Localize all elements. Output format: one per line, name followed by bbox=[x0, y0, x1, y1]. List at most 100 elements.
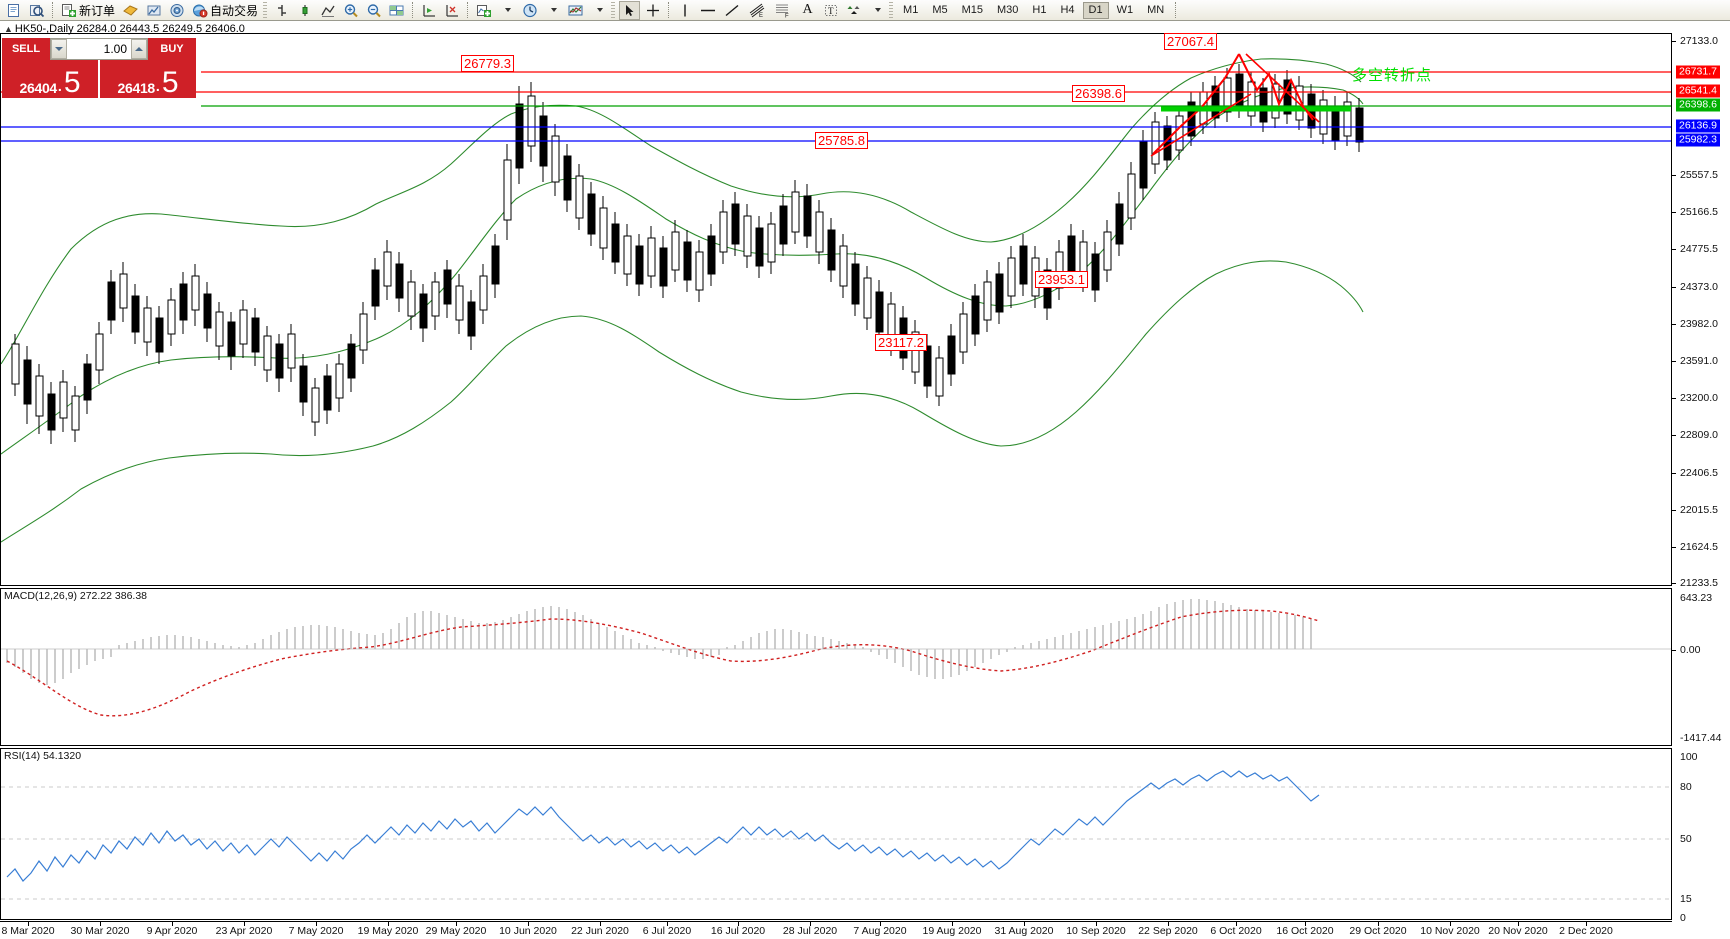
new-order-button[interactable]: 新订单 bbox=[58, 1, 118, 20]
rsi-axis-scale[interactable]: 100 80 50 15 0 bbox=[1672, 748, 1730, 924]
annotation-turning-point[interactable]: 多空转折点 bbox=[1352, 66, 1433, 84]
annotation-26398[interactable]: 26398.6 bbox=[1072, 85, 1125, 102]
macd-axis-scale[interactable]: 643.23 0.00 -1417.44 bbox=[1672, 588, 1730, 746]
toolbar-grip-3[interactable] bbox=[889, 1, 894, 19]
annotation-23117[interactable]: 23117.2 bbox=[875, 334, 928, 351]
price-label-25940[interactable]: 25940.5 bbox=[1676, 145, 1720, 159]
timeframe-h4[interactable]: H4 bbox=[1060, 4, 1075, 16]
templates-dropdown-arrow[interactable] bbox=[588, 1, 609, 20]
timeframe-m1[interactable]: M1 bbox=[903, 4, 919, 16]
data-window-icon[interactable] bbox=[143, 1, 164, 20]
date-tick-8: 22 Jun 2020 bbox=[571, 925, 629, 937]
sell-label[interactable]: SELL bbox=[2, 38, 50, 60]
sell-price-button[interactable]: 26404 . 5 bbox=[2, 60, 98, 98]
sell-price-decimal: 5 bbox=[63, 66, 81, 99]
macd-canvas bbox=[1, 599, 1671, 717]
market-watch-icon[interactable] bbox=[26, 1, 47, 20]
volume-increment-button[interactable] bbox=[131, 39, 147, 59]
buy-label[interactable]: BUY bbox=[148, 38, 196, 60]
shapes-icon[interactable] bbox=[843, 1, 864, 20]
text-label-icon[interactable]: T bbox=[820, 1, 841, 20]
indicators-icon[interactable] bbox=[473, 1, 494, 20]
horizontal-line-icon[interactable] bbox=[697, 1, 719, 20]
bar-chart-icon[interactable] bbox=[271, 1, 292, 20]
one-click-trading-panel[interactable]: SELL 1.00 BUY 26404 . 5 26418 . 5 bbox=[2, 38, 196, 98]
cursor-icon[interactable] bbox=[619, 0, 641, 20]
timeframe-m30[interactable]: M30 bbox=[997, 4, 1019, 16]
price-label-26541[interactable]: 26541.4 bbox=[1676, 84, 1720, 98]
rsi-pane[interactable]: RSI(14) 54.1320 bbox=[0, 748, 1672, 920]
buy-price-separator: . bbox=[155, 78, 160, 94]
price-label-26136[interactable]: 26136.9 bbox=[1676, 119, 1720, 133]
price-tick-23591: 23591.0 bbox=[1680, 355, 1718, 367]
date-tick-7: 10 Jun 2020 bbox=[499, 925, 557, 937]
fibonacci-retracement-icon[interactable]: F bbox=[771, 1, 795, 20]
line-chart-icon[interactable] bbox=[317, 1, 338, 20]
candlestick-chart-icon[interactable] bbox=[294, 1, 315, 20]
price-label-26731[interactable]: 26731.7 bbox=[1676, 65, 1720, 79]
annotation-23953[interactable]: 23953.1 bbox=[1035, 271, 1088, 288]
toolbar-separator-3 bbox=[467, 2, 469, 18]
price-axis-scale[interactable]: 27133.0 26731.7 26541.4 26398.6 26359.5 … bbox=[1672, 33, 1730, 589]
toolbar-grip-2[interactable] bbox=[611, 1, 616, 19]
date-tick-11: 28 Jul 2020 bbox=[782, 925, 838, 937]
timeframe-mn[interactable]: MN bbox=[1147, 4, 1165, 16]
new-chart-icon[interactable] bbox=[3, 1, 24, 20]
date-tick-14: 31 Aug 2020 bbox=[994, 925, 1054, 937]
date-tick-22: 2 Dec 2020 bbox=[1559, 925, 1613, 937]
timeframe-m5[interactable]: M5 bbox=[932, 4, 948, 16]
navigator-icon[interactable] bbox=[166, 1, 187, 20]
date-tick-0: 8 Mar 2020 bbox=[1, 925, 55, 937]
templates-icon[interactable] bbox=[565, 1, 586, 20]
timeframe-d1[interactable]: D1 bbox=[1082, 1, 1109, 19]
macd-pane[interactable]: MACD(12,26,9) 272.22 386.38 bbox=[0, 588, 1672, 746]
text-icon[interactable]: A bbox=[797, 1, 818, 20]
date-tick-6: 29 May 2020 bbox=[425, 925, 487, 937]
date-axis-scale[interactable]: 8 Mar 2020 30 Mar 2020 9 Apr 2020 23 Apr… bbox=[0, 921, 1672, 939]
date-tick-15: 10 Sep 2020 bbox=[1066, 925, 1126, 937]
buy-price-button[interactable]: 26418 . 5 bbox=[100, 60, 196, 98]
volume-stepper[interactable]: 1.00 bbox=[50, 38, 148, 60]
date-tick-18: 16 Oct 2020 bbox=[1276, 925, 1334, 937]
price-label-25982[interactable]: 25982.3 bbox=[1676, 133, 1720, 147]
toolbar-grip[interactable] bbox=[263, 1, 268, 19]
date-tick-13: 19 Aug 2020 bbox=[922, 925, 982, 937]
svg-text:F: F bbox=[785, 14, 789, 19]
vertical-line-icon[interactable] bbox=[674, 1, 695, 20]
toolbar-separator bbox=[52, 2, 53, 18]
toolbar-separator-2 bbox=[412, 2, 414, 18]
annotation-25785[interactable]: 25785.8 bbox=[815, 132, 868, 149]
price-chart-canvas bbox=[1, 53, 1671, 543]
volume-input[interactable]: 1.00 bbox=[67, 39, 131, 59]
chart-grid-icon[interactable] bbox=[386, 1, 407, 20]
chart-shift-icon[interactable] bbox=[418, 1, 439, 20]
text-icon-label: A bbox=[802, 2, 813, 17]
crosshair-icon[interactable] bbox=[642, 1, 663, 20]
indicators-dropdown-arrow[interactable] bbox=[496, 1, 517, 20]
auto-scroll-icon[interactable] bbox=[441, 1, 462, 20]
trendline-icon[interactable] bbox=[721, 1, 743, 20]
period-icon[interactable] bbox=[519, 1, 540, 20]
date-tick-1: 30 Mar 2020 bbox=[70, 925, 130, 937]
zoom-out-icon[interactable] bbox=[363, 1, 384, 20]
timeframe-w1[interactable]: W1 bbox=[1116, 4, 1134, 16]
price-label-26398[interactable]: 26398.6 bbox=[1676, 98, 1720, 112]
zoom-in-icon[interactable] bbox=[340, 1, 361, 20]
date-tick-5: 19 May 2020 bbox=[357, 925, 419, 937]
price-tick-22015: 22015.5 bbox=[1680, 504, 1718, 516]
auto-trading-button[interactable]: 自动交易 bbox=[189, 1, 261, 20]
timeframe-h1[interactable]: H1 bbox=[1032, 4, 1047, 16]
shapes-dropdown-arrow[interactable] bbox=[866, 1, 887, 20]
collapse-arrow-icon[interactable]: ▲ bbox=[4, 24, 13, 34]
timeframe-m15[interactable]: M15 bbox=[961, 4, 983, 16]
price-tick-24373: 24373.0 bbox=[1680, 281, 1718, 293]
period-dropdown-arrow[interactable] bbox=[542, 1, 563, 20]
annotation-27067[interactable]: 27067.4 bbox=[1164, 33, 1217, 50]
price-chart-pane[interactable] bbox=[0, 33, 1672, 586]
annotation-26779[interactable]: 26779.3 bbox=[461, 55, 514, 72]
volume-decrement-button[interactable] bbox=[51, 39, 67, 59]
date-tick-9: 6 Jul 2020 bbox=[642, 925, 692, 937]
expert-advisors-icon[interactable] bbox=[120, 1, 141, 20]
equidistant-channel-icon[interactable]: E bbox=[745, 1, 769, 20]
price-tick-22406: 22406.5 bbox=[1680, 467, 1718, 479]
